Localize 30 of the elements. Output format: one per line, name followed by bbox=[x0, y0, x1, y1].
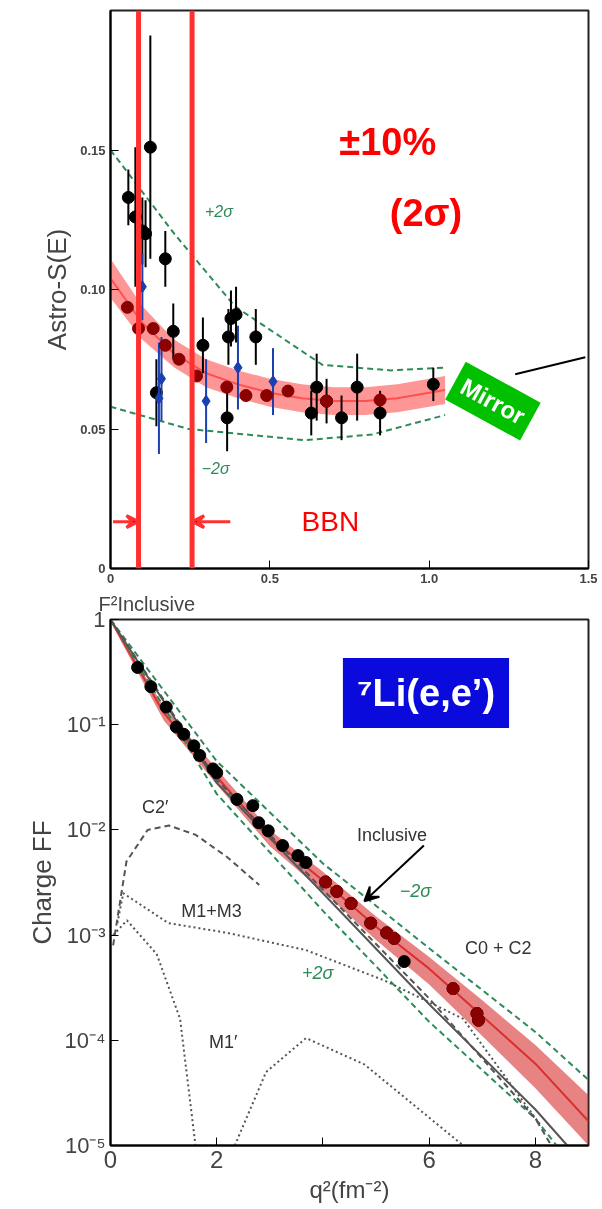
annotation: −2σ bbox=[399, 881, 433, 902]
y-tick-label: 10⁻⁴ bbox=[64, 1027, 106, 1053]
x-tick-label: 1.0 bbox=[420, 570, 439, 586]
annotation: BBN bbox=[301, 506, 360, 538]
text: ⁷Li(e,e’) bbox=[356, 672, 496, 715]
annotation: M1+M3 bbox=[181, 900, 242, 921]
annotation: +2σ bbox=[204, 202, 235, 220]
y-tick-label: 0.10 bbox=[80, 282, 106, 297]
annotation: C2′ bbox=[141, 796, 169, 817]
annotation: Inclusive bbox=[356, 825, 427, 846]
y-axis-title: Charge FF bbox=[26, 820, 57, 945]
annotation: C0 + C2 bbox=[464, 937, 532, 958]
x-tick-label: 2 bbox=[210, 1145, 224, 1173]
y-axis-title: Astro-S(E) bbox=[42, 228, 73, 351]
y-tick-label: 10⁻² bbox=[66, 817, 106, 843]
y-tick-label: 10⁻³ bbox=[66, 922, 106, 948]
y-tick-label: 10⁻⁵ bbox=[64, 1133, 106, 1158]
x-tick-label: 1.5 bbox=[579, 570, 598, 586]
y-tick-label: 0.15 bbox=[80, 142, 106, 158]
x-tick-label: 6 bbox=[422, 1145, 436, 1173]
annotation: (2σ) bbox=[389, 191, 463, 234]
annotation: −2σ bbox=[201, 459, 231, 477]
x-tick-label: 8 bbox=[528, 1145, 543, 1173]
y-tick-label: 0.05 bbox=[80, 421, 106, 437]
y-tick-label: 10⁻¹ bbox=[66, 712, 106, 738]
x-tick-label: 0.5 bbox=[260, 570, 279, 586]
x-axis-title: q²(fm⁻²) bbox=[309, 1175, 390, 1203]
annotation: +2σ bbox=[301, 962, 335, 983]
annotation: ±10% bbox=[339, 120, 437, 163]
annotation: M1′ bbox=[208, 1032, 238, 1053]
